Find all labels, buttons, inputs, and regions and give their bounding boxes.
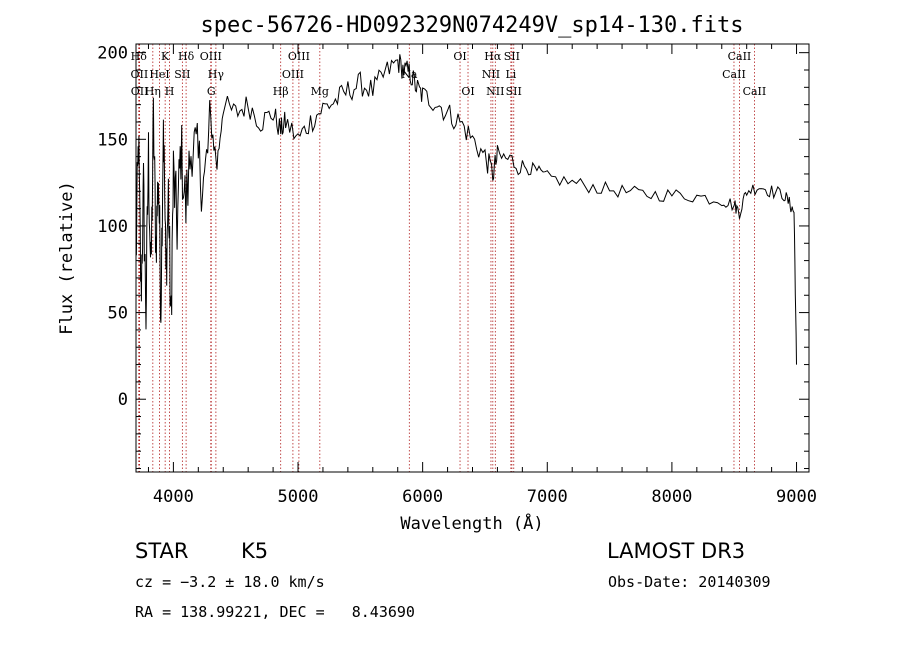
x-axis-label: Wavelength (Å) <box>400 512 543 534</box>
x-tick-label-3: 7000 <box>527 487 568 507</box>
spectrum-series-layer <box>135 54 797 365</box>
line-label-24: SII <box>506 85 522 98</box>
line-label-25: CaII <box>722 68 746 81</box>
chart-title: spec-56726-HD092329N074249V_sp14-130.fit… <box>200 13 743 38</box>
line-label-22: Li <box>505 68 516 81</box>
y-tick-label-1: 50 <box>108 304 128 324</box>
ra-dec-coordinates: RA = 138.99221, DEC = 8.43690 <box>135 603 415 621</box>
survey-name: LAMOST DR3 <box>607 539 746 563</box>
line-label-8: Hδ <box>178 50 195 63</box>
line-label-12: Hβ <box>273 85 289 98</box>
line-label-1: OII <box>131 68 149 81</box>
observation-date: Obs-Date: 20140309 <box>608 573 771 591</box>
y-tick-label-2: 100 <box>97 217 128 237</box>
line-label-0: Hδ <box>131 50 148 63</box>
line-label-11: Hγ <box>208 68 225 81</box>
axis-ticks: 4000 5000 6000 7000 8000 9000 0 50 100 150 200 <box>97 44 817 507</box>
line-label-2: OII <box>131 85 149 98</box>
line-label-15: Mg <box>311 85 329 98</box>
line-label-27: CaII <box>743 85 767 98</box>
object-type: STAR <box>135 539 189 563</box>
line-label-6: H <box>165 85 175 98</box>
line-label-17: OI <box>453 50 466 63</box>
line-label-26: CaII <box>728 50 752 63</box>
line-label-9: OIII <box>200 50 222 63</box>
line-label-5: K <box>161 50 170 63</box>
line-label-18: OI <box>461 85 474 98</box>
y-axis-label: Flux (relative) <box>57 181 77 335</box>
x-tick-label-5: 9000 <box>776 487 817 507</box>
y-tick-label-3: 150 <box>97 130 128 150</box>
redshift-cz: cz = −3.2 ± 18.0 km/s <box>135 573 325 591</box>
spectrum-series-0 <box>135 54 797 365</box>
line-label-14: OIII <box>288 50 310 63</box>
line-label-4: HeI <box>149 68 169 81</box>
line-label-20: Hα <box>484 50 502 63</box>
subclass: K5 <box>241 539 269 563</box>
x-tick-label-0: 4000 <box>153 487 194 507</box>
x-tick-label-2: 6000 <box>402 487 443 507</box>
x-tick-label-4: 8000 <box>651 487 692 507</box>
y-tick-label-0: 0 <box>118 390 128 410</box>
x-tick-label-1: 5000 <box>278 487 319 507</box>
line-label-23: SII <box>504 50 520 63</box>
line-label-13: OIII <box>282 68 304 81</box>
line-label-10: G <box>207 85 216 98</box>
y-tick-label-4: 200 <box>97 44 128 64</box>
plot-frame <box>135 43 810 473</box>
line-label-7: SII <box>174 68 190 81</box>
line-label-21: NII <box>486 85 504 98</box>
line-label-3: Hη <box>145 85 161 98</box>
line-label-19: NII <box>482 68 500 81</box>
